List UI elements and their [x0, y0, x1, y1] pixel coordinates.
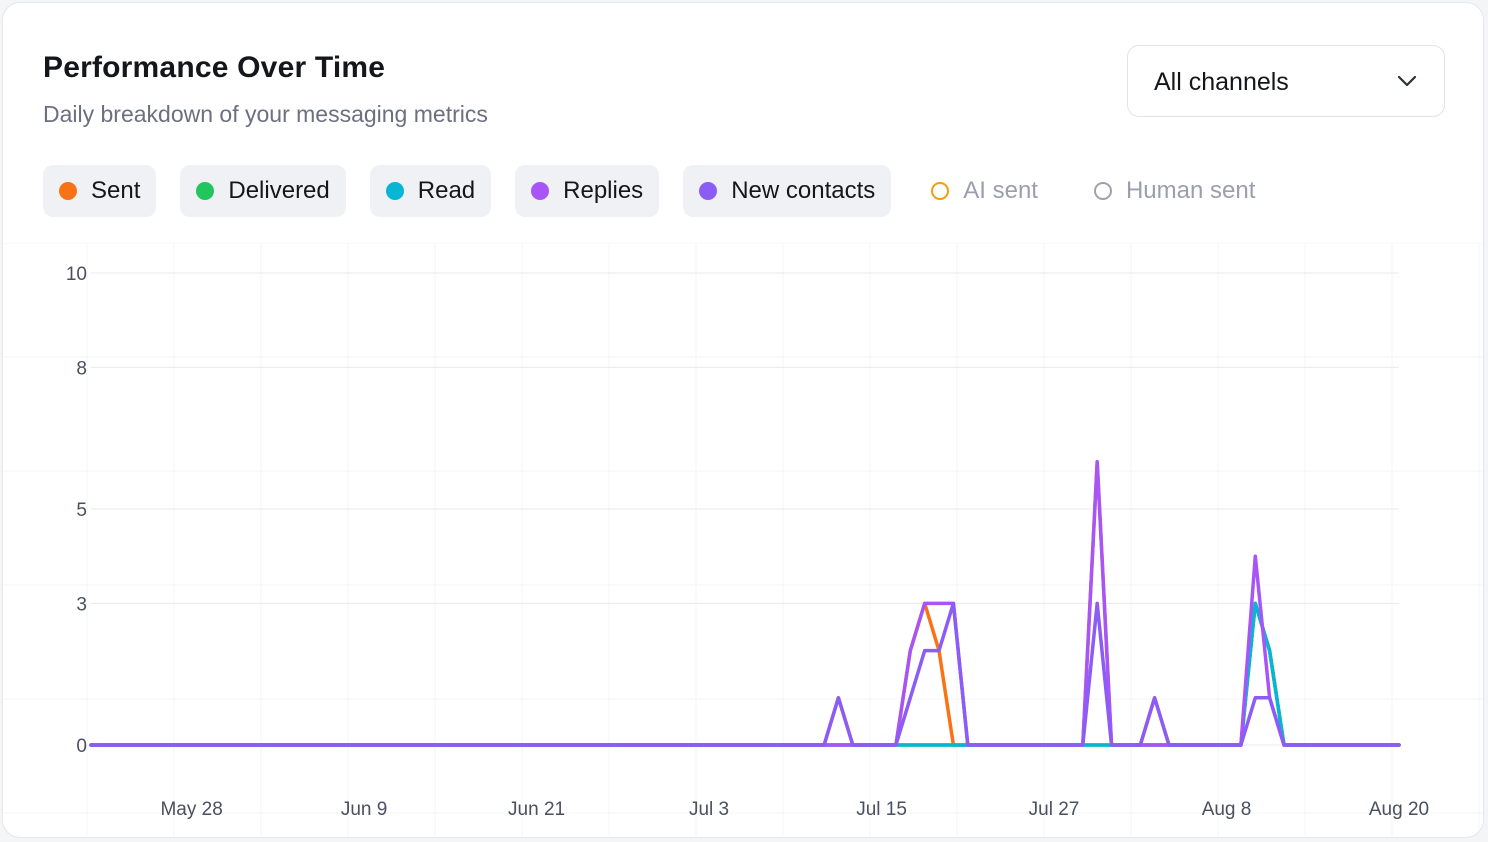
legend-chip-replies[interactable]: Replies	[515, 165, 660, 217]
legend-chip-delivered[interactable]: Delivered	[180, 165, 346, 217]
legend-dot-icon	[59, 182, 77, 200]
legend-label: Read	[417, 177, 476, 204]
series-line-new-contacts	[89, 601, 1401, 747]
legend-chip-ai-sent[interactable]: AI sent	[915, 165, 1054, 217]
x-tick-label: Aug 20	[1369, 799, 1429, 820]
legend-dot-icon	[931, 182, 950, 200]
legend-label: New contacts	[731, 177, 876, 204]
legend-dot-icon	[385, 182, 404, 200]
legend-dot-icon	[699, 182, 718, 200]
y-tick-label: 0	[76, 736, 87, 757]
legend-chip-new-contacts[interactable]: New contacts	[683, 165, 892, 217]
legend-chip-sent[interactable]: Sent	[43, 165, 157, 217]
chart-legend: Sent Delivered Read Replies New contacts AI s…	[43, 165, 1271, 217]
line-chart: 0 3 5 8 10 May 28 Jun 9 Jun 21 Jul 3 Jul 15 Jul 27…	[3, 243, 1483, 837]
page-title: Performance Over Time	[43, 51, 386, 84]
x-tick-label: Jul 3	[689, 799, 729, 820]
y-tick-label: 3	[76, 594, 87, 615]
channel-select[interactable]: All channels	[1127, 45, 1445, 117]
legend-dot-icon	[196, 182, 215, 200]
legend-chip-human-sent[interactable]: Human sent	[1078, 165, 1271, 217]
chevron-down-icon	[1397, 75, 1417, 87]
x-tick-label: Jul 27	[1029, 799, 1080, 820]
x-tick-label: Jun 9	[341, 799, 387, 820]
legend-label: Delivered	[228, 177, 330, 204]
x-tick-label: Aug 8	[1202, 799, 1252, 820]
y-tick-label: 10	[66, 264, 87, 285]
legend-label: Sent	[91, 177, 141, 204]
legend-dot-icon	[1093, 182, 1112, 200]
page-subtitle: Daily breakdown of your messaging metric…	[43, 101, 488, 127]
series-line-delivered	[89, 601, 1401, 747]
legend-label: Human sent	[1125, 177, 1256, 204]
x-tick-label: May 28	[160, 799, 222, 820]
x-tick-label: Jul 15	[856, 799, 907, 820]
legend-label: AI sent	[963, 177, 1038, 204]
series-line-read	[89, 601, 1401, 747]
legend-label: Replies	[563, 177, 644, 204]
y-tick-label: 8	[76, 358, 87, 379]
y-tick-label: 5	[76, 500, 87, 521]
legend-chip-read[interactable]: Read	[369, 165, 492, 217]
channel-select-value: All channels	[1154, 68, 1289, 96]
legend-dot-icon	[531, 182, 550, 200]
x-tick-label: Jun 21	[508, 799, 565, 820]
